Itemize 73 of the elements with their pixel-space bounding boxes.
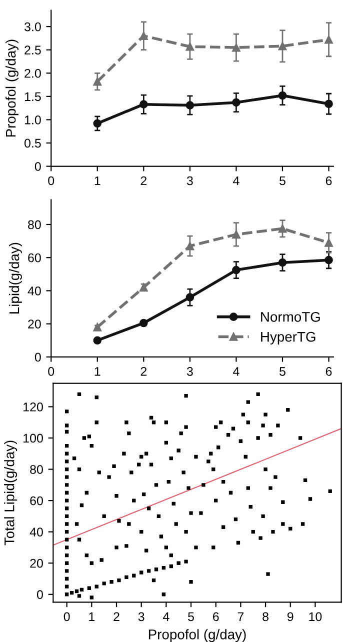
- point: [324, 238, 333, 247]
- x-tick-label: 2: [140, 367, 147, 376]
- y-axis-title: Lipid(g/day): [8, 242, 22, 314]
- y-tick-label: 60: [30, 496, 43, 506]
- y-tick-label: 1.5: [24, 92, 41, 102]
- x-tick-label: 3: [138, 612, 144, 622]
- y-tick-label: 1.0: [24, 116, 41, 124]
- point: [139, 100, 148, 109]
- point: [186, 293, 194, 302]
- y-tick-label: 40: [28, 286, 41, 296]
- point: [232, 266, 240, 274]
- y-axis-title: Propofol (g/day): [6, 40, 18, 137]
- point: [93, 119, 102, 128]
- x-tick-label: 5: [280, 367, 286, 376]
- point: [93, 322, 102, 332]
- point: [139, 32, 148, 40]
- y-tick-label: 2.5: [24, 46, 41, 55]
- x-tick-label: 7: [238, 612, 244, 621]
- legend-label: HyperTG: [261, 332, 316, 344]
- x-tick-label: 1: [89, 612, 95, 621]
- point: [93, 336, 102, 345]
- point: [186, 42, 194, 51]
- y-tick-label: 120: [24, 402, 43, 412]
- y-tick-label: 20: [30, 558, 43, 568]
- point: [186, 242, 194, 250]
- point: [93, 77, 102, 86]
- y-tick-label: 60: [28, 253, 41, 262]
- point: [232, 43, 240, 52]
- x-tick-label: 6: [326, 367, 332, 376]
- x-tick-label: 1: [94, 176, 100, 186]
- x-tick-label: 4: [233, 367, 240, 376]
- x-tick-label: 9: [287, 612, 294, 622]
- x-tick-label: 5: [188, 612, 194, 622]
- x-tick-label: 1: [94, 367, 100, 376]
- y-tick-label: 3.0: [24, 22, 41, 32]
- point: [232, 230, 240, 239]
- x-tick-label: 2: [114, 612, 120, 621]
- x-tick-label: 3: [186, 176, 193, 186]
- y-tick-label: 80: [30, 465, 43, 474]
- x-tick-label: 6: [213, 612, 219, 622]
- y-tick-label: 80: [28, 220, 41, 230]
- x-tick-label: 2: [140, 176, 147, 186]
- x-axis-title: Propofol (g/day): [148, 629, 246, 642]
- x-tick-label: 4: [162, 612, 170, 621]
- x-tick-label: 0: [48, 367, 54, 376]
- point: [278, 91, 287, 100]
- x-tick-label: 3: [186, 367, 193, 376]
- point: [278, 224, 287, 233]
- point: [324, 256, 333, 264]
- point: [139, 283, 148, 292]
- point: [324, 35, 333, 44]
- point: [186, 101, 194, 110]
- x-tick-label: 5: [280, 176, 286, 186]
- point: [278, 258, 287, 267]
- y-tick-label: 0: [34, 352, 41, 362]
- y-tick-label: 20: [28, 320, 41, 328]
- y-axis-title: Total Lipid(g/day): [4, 440, 18, 546]
- legend-label: NormoTG: [261, 312, 320, 322]
- x-tick-label: 6: [326, 176, 332, 186]
- point: [278, 42, 287, 50]
- y-tick-label: 40: [30, 528, 43, 536]
- y-tick-label: 2.0: [24, 68, 41, 78]
- y-tick-label: 0.5: [24, 138, 41, 148]
- x-tick-label: 10: [309, 612, 322, 622]
- y-tick-label: 100: [24, 434, 43, 443]
- y-tick-label: 0: [36, 590, 43, 600]
- x-tick-label: 4: [233, 176, 240, 186]
- y-tick-label: 0: [34, 162, 41, 171]
- point: [324, 100, 333, 108]
- x-tick-label: 0: [64, 612, 70, 622]
- x-tick-label: 8: [262, 612, 268, 622]
- x-tick-label: 0: [48, 176, 54, 186]
- point: [232, 98, 240, 107]
